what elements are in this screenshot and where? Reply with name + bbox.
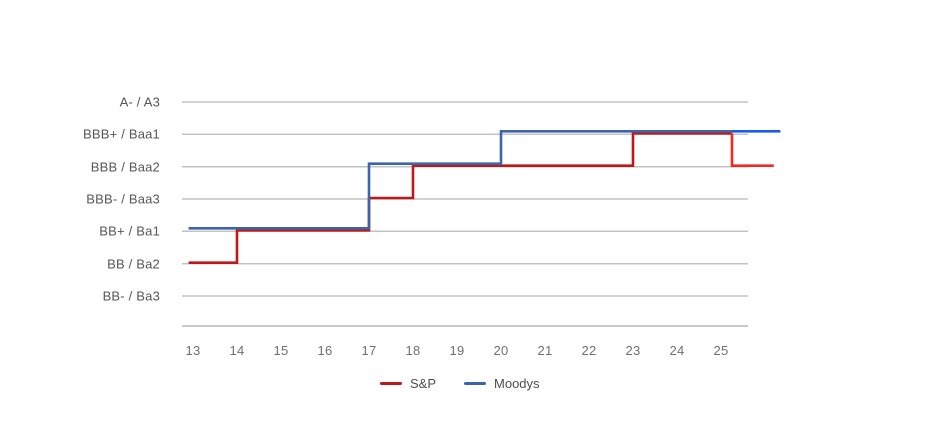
x-axis-tick-label: 17 (361, 343, 377, 358)
series-line-moodys (188, 130, 732, 230)
x-axis-tick-label: 23 (625, 343, 641, 358)
x-axis-tick-label: 14 (229, 343, 245, 358)
x-axis-tick-label: 18 (405, 343, 421, 358)
x-axis-tick-label: 21 (537, 343, 553, 358)
sp-line-swatch-icon (380, 382, 402, 385)
x-axis-tick-label: 24 (669, 343, 685, 358)
legend-item-moodys[interactable]: Moodys (464, 376, 540, 391)
series-line-sp-tail (730, 133, 774, 167)
x-axis-tick-label: 20 (493, 343, 509, 358)
series-line-sp (188, 132, 732, 265)
legend-item-sp[interactable]: S&P (380, 376, 436, 391)
legend-label-sp: S&P (410, 376, 437, 391)
x-axis-tick-label: 13 (185, 343, 201, 358)
y-axis-label: BBB- / Baa3 (86, 191, 160, 207)
x-axis-tick-label: 19 (449, 343, 465, 358)
x-axis-tick-label: 22 (581, 343, 597, 358)
y-axis-label: BBB / Baa2 (90, 159, 160, 175)
y-axis-label: BB+ / Ba1 (99, 223, 160, 239)
x-axis-tick-label: 15 (273, 343, 289, 358)
y-axis-label: BB / Ba2 (107, 256, 160, 272)
x-axis-tick-label: 25 (713, 343, 729, 358)
y-axis-label: A- / A3 (119, 94, 160, 110)
y-axis-label: BB- / Ba3 (102, 288, 160, 304)
moodys-line-swatch-icon (464, 382, 487, 385)
y-axis-label: BBB+ / Baa1 (82, 126, 160, 142)
legend-label-moodys: Moodys (494, 376, 540, 391)
chart-legend: S&P Moodys (380, 376, 540, 391)
x-axis-tick-label: 16 (317, 343, 333, 358)
